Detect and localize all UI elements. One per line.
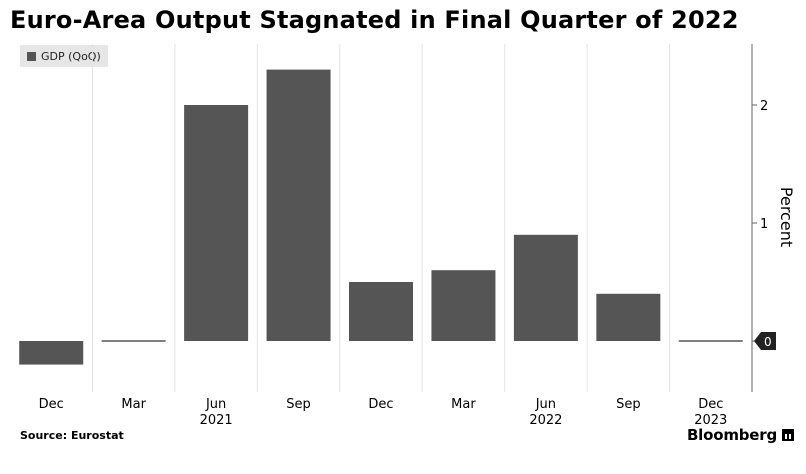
legend: GDP (QoQ) bbox=[20, 45, 108, 67]
x-tick-label: Dec bbox=[368, 397, 393, 412]
x-tick-label: Dec bbox=[698, 397, 723, 412]
x-tick-label: Mar bbox=[451, 397, 476, 412]
bar bbox=[349, 282, 413, 341]
bloomberg-terminal-icon bbox=[782, 429, 794, 441]
x-tick-label: Jun bbox=[205, 397, 226, 412]
brand-logo: Bloomberg bbox=[687, 426, 794, 444]
x-tick-label: Sep bbox=[616, 397, 641, 412]
last-value-label: 0 bbox=[764, 335, 772, 349]
bar bbox=[19, 341, 84, 365]
brand-name: Bloomberg bbox=[686, 426, 777, 444]
x-tick-label: Dec bbox=[39, 397, 64, 412]
x-year-label: 2023 bbox=[694, 413, 727, 428]
last-value-marker bbox=[754, 332, 776, 350]
y-axis-label: Percent bbox=[777, 187, 796, 247]
legend-label: GDP (QoQ) bbox=[41, 49, 101, 63]
bar bbox=[513, 234, 578, 341]
bar bbox=[184, 105, 249, 341]
y-tick-label: 1 bbox=[760, 217, 768, 232]
x-tick-label: Mar bbox=[121, 397, 146, 412]
x-tick-label: Jun bbox=[535, 397, 556, 412]
x-year-label: 2021 bbox=[200, 413, 233, 428]
chart-title: Euro-Area Output Stagnated in Final Quar… bbox=[10, 6, 739, 34]
bar bbox=[596, 293, 661, 341]
y-tick-label: 2 bbox=[760, 99, 768, 114]
source-note: Source: Eurostat bbox=[20, 429, 124, 442]
legend-swatch bbox=[27, 51, 36, 61]
bar bbox=[431, 270, 496, 341]
bar bbox=[266, 69, 331, 341]
x-year-label: 2022 bbox=[529, 413, 562, 428]
x-tick-label: Sep bbox=[286, 397, 311, 412]
